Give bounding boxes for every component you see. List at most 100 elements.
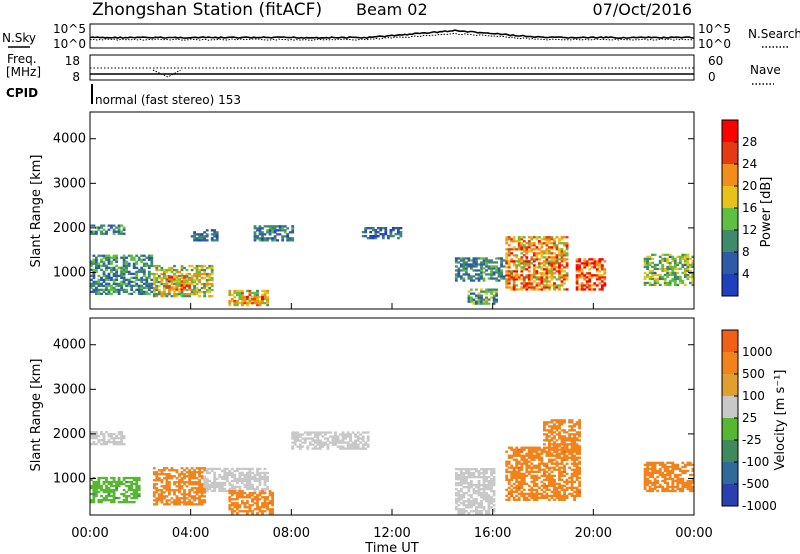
heatmap-cell <box>236 291 239 295</box>
heatmap-cell <box>326 439 330 442</box>
heatmap-cell <box>127 272 131 275</box>
heatmap-cell <box>560 276 564 279</box>
heatmap-cell <box>120 288 123 291</box>
heatmap-cell <box>168 503 171 506</box>
heatmap-cell <box>480 298 483 301</box>
heatmap-cell <box>258 239 262 242</box>
heatmap-cell <box>117 437 121 440</box>
heatmap-cell <box>152 276 156 280</box>
colorbar-tick-label: 12 <box>742 223 757 237</box>
heatmap-cell <box>643 483 647 487</box>
heatmap-cell <box>210 233 214 236</box>
heatmap-cell <box>500 257 503 260</box>
heatmap-cell <box>560 238 564 241</box>
heatmap-cell <box>515 446 519 449</box>
heatmap-cell <box>550 242 554 245</box>
heatmap-cell <box>648 485 652 489</box>
heatmap-cell <box>512 482 516 485</box>
heatmap-cell <box>683 275 687 279</box>
heatmap-cell <box>271 502 274 505</box>
heatmap-cell <box>505 282 509 285</box>
heatmap-cell <box>510 252 514 255</box>
heatmap-cell <box>573 439 576 442</box>
heatmap-cell <box>565 258 569 261</box>
heatmap-cell <box>527 276 531 279</box>
heatmap-cell <box>213 481 217 485</box>
heatmap-cell <box>459 490 463 493</box>
heatmap-cell <box>198 295 201 298</box>
heatmap-cell <box>686 483 690 487</box>
heatmap-cell <box>135 484 139 488</box>
heatmap-cell <box>248 467 252 471</box>
heatmap-cell <box>105 266 108 269</box>
heatmap-cell <box>565 254 569 257</box>
heatmap-cell <box>651 467 654 471</box>
heatmap-cell <box>462 510 466 513</box>
heatmap-cell <box>230 483 234 487</box>
heatmap-cell <box>457 468 461 471</box>
heatmap-cell <box>281 239 285 242</box>
heatmap-cell <box>520 482 524 485</box>
heatmap-cell <box>210 284 214 288</box>
heatmap-cell <box>127 480 131 484</box>
heatmap-cell <box>193 473 196 476</box>
heatmap-cell <box>142 290 146 293</box>
heatmap-cell <box>527 454 531 457</box>
heatmap-cell <box>107 256 111 259</box>
heatmap-cell <box>258 231 262 234</box>
heatmap-cell <box>565 494 569 497</box>
heatmap-cell <box>653 263 657 267</box>
heatmap-cell <box>137 494 141 498</box>
heatmap-cell <box>543 288 546 291</box>
heatmap-cell <box>500 273 503 276</box>
heatmap-cell <box>545 276 549 279</box>
heatmap-cell <box>535 254 539 257</box>
heatmap-cell <box>203 483 207 487</box>
heatmap-cell <box>92 499 96 502</box>
heatmap-cell <box>306 437 310 440</box>
heatmap-cell <box>467 470 471 473</box>
heatmap-cell <box>517 246 521 249</box>
heatmap-cell <box>180 479 184 482</box>
heatmap-cell <box>112 286 116 289</box>
heatmap-cell <box>560 264 564 267</box>
heatmap-cell <box>517 244 521 247</box>
heatmap-cell <box>243 473 247 477</box>
heatmap-cell <box>538 468 541 471</box>
heatmap-cell <box>155 286 159 290</box>
heatmap-cell <box>268 492 272 495</box>
heatmap-cell <box>666 259 670 263</box>
heatmap-cell <box>558 478 561 481</box>
heatmap-cell <box>535 450 539 453</box>
heatmap-cell <box>175 293 179 296</box>
heatmap-cell <box>210 483 214 487</box>
heatmap-cell <box>465 492 468 495</box>
heatmap-cell <box>132 256 136 259</box>
heatmap-cell <box>263 489 267 493</box>
heatmap-cell <box>142 270 146 273</box>
heatmap-cell <box>117 476 121 480</box>
heatmap-cell <box>558 274 561 277</box>
heatmap-cell <box>671 463 675 466</box>
heatmap-cell <box>548 441 551 444</box>
heatmap-cell <box>190 288 194 292</box>
heatmap-cell <box>673 273 677 277</box>
heatmap-cell <box>102 488 106 492</box>
heatmap-cell <box>543 252 546 255</box>
heatmap-cell <box>515 274 519 277</box>
heatmap-cell <box>92 232 96 235</box>
heatmap-cell <box>689 257 692 260</box>
heatmap-cell <box>369 227 373 230</box>
heatmap-cell <box>173 491 176 494</box>
heatmap-cell <box>545 474 549 477</box>
heatmap-cell <box>545 236 549 239</box>
heatmap-cell <box>517 482 521 485</box>
heatmap-cell <box>298 447 302 450</box>
heatmap-cell <box>203 290 207 294</box>
heatmap-cell <box>155 272 159 276</box>
heatmap-cell <box>462 494 466 497</box>
heatmap-cell <box>555 248 559 251</box>
heatmap-cell <box>598 288 602 291</box>
heatmap-cell <box>183 266 186 270</box>
heatmap-cell <box>230 293 234 297</box>
